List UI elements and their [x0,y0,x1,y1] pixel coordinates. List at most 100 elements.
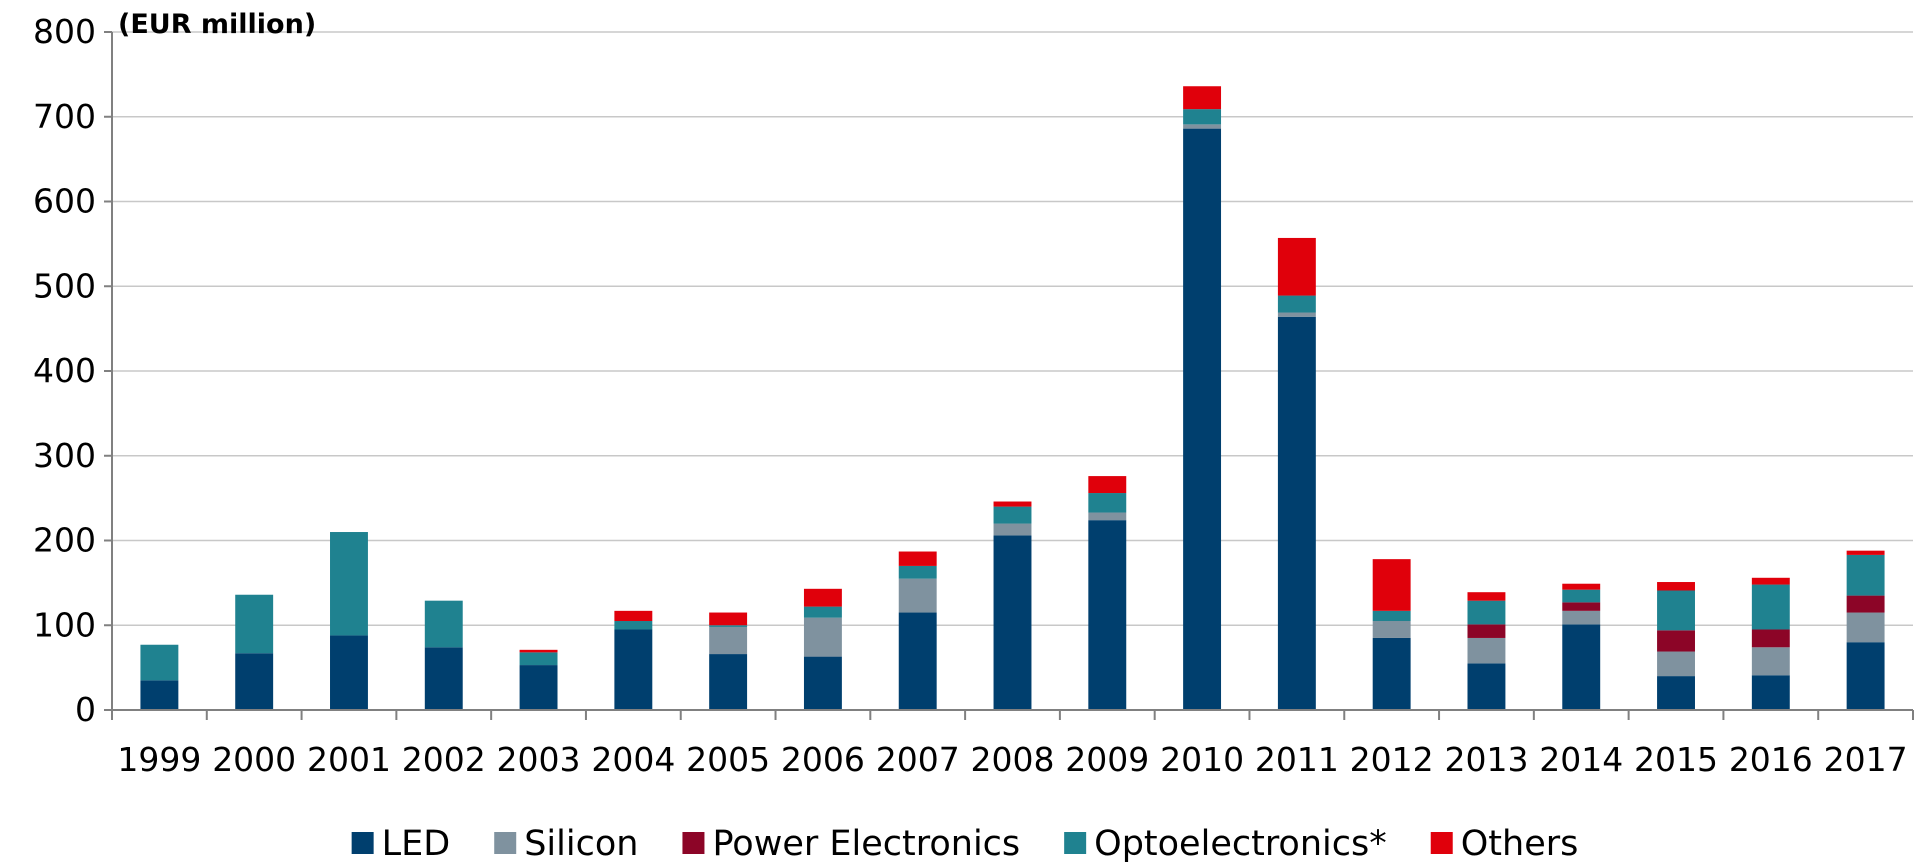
bar-optoelectronics-2006 [803,606,842,618]
bar-silicon-2009 [1088,512,1127,521]
bar-silicon-2015 [1657,651,1695,677]
bar-others-2010 [1183,86,1222,110]
bar-optoelectronics-2002 [424,600,463,648]
bar-others-2006 [803,588,842,607]
x-tick-label: 2007 [876,740,960,779]
x-tick-label: 2003 [497,740,581,779]
bar-optoelectronics-2010 [1183,109,1222,125]
bar-power-electronics-2013 [1467,624,1506,638]
bar-optoelectronics-2013 [1467,600,1506,625]
x-tick-label: 2008 [971,740,1055,779]
legend-label: Optoelectronics* [1094,824,1387,864]
y-tick-label: 400 [33,351,96,390]
bar-led-2008 [993,535,1032,710]
bar-optoelectronics-2003 [519,652,558,666]
bar-led-2012 [1372,637,1411,710]
y-tick-label: 600 [33,182,96,221]
bar-optoelectronics-2016 [1751,584,1790,630]
x-tick-label: 2016 [1729,740,1813,779]
bar-power-electronics-2014 [1562,602,1601,611]
bar-optoelectronics-1999 [140,644,179,681]
bar-optoelectronics-2009 [1088,493,1127,513]
legend: LED Silicon Power Electronics Optoelectroni… [351,824,1579,864]
bar-silicon-2011 [1277,312,1316,317]
y-tick-label: 500 [33,266,96,305]
x-tick-label: 2011 [1255,740,1339,779]
bar-led-2001 [330,635,368,710]
bar-optoelectronics-2001 [330,532,368,636]
legend-label: LED [382,824,451,864]
bar-silicon-2010 [1183,124,1222,129]
x-tick-label: 2017 [1824,740,1908,779]
x-tick-label: 2004 [591,740,675,779]
bar-led-2004 [614,629,653,710]
bar-optoelectronics-2004 [614,621,653,630]
x-tick-label: 2014 [1539,740,1623,779]
x-tick-label: 2001 [307,740,391,779]
x-tick-label: 2015 [1634,740,1718,779]
legend-label: Power Electronics [712,824,1020,864]
y-tick-label: 100 [33,605,96,644]
bar-power-electronics-2016 [1751,629,1790,648]
bar-led-2000 [235,653,274,710]
x-tick-label: 2006 [781,740,865,779]
bar-optoelectronics-2007 [898,565,937,579]
bar-others-2014 [1562,583,1601,590]
bar-optoelectronics-2017 [1846,554,1885,596]
bar-optoelectronics-2012 [1372,610,1411,622]
bar-optoelectronics-2011 [1277,295,1316,313]
bar-power-electronics-2017 [1846,595,1885,613]
bar-led-2006 [803,656,842,710]
bar-others-2017 [1846,550,1885,555]
y-tick-label: 800 [33,12,96,51]
y-tick-label: 200 [33,521,96,560]
bar-led-2010 [1183,128,1222,711]
x-tick-label: 2013 [1444,740,1528,779]
legend-swatch [682,832,705,854]
y-tick-label: 0 [75,690,96,729]
bar-led-2016 [1751,675,1790,710]
x-tick-label: 2005 [686,740,770,779]
bar-silicon-2005 [709,626,748,655]
bar-silicon-2006 [803,617,842,657]
legend-label: Others [1461,824,1579,864]
legend-swatch [1430,832,1453,854]
bar-optoelectronics-2005 [709,625,748,627]
bar-silicon-2007 [898,578,937,613]
bar-led-2002 [424,647,463,710]
bar-led-2009 [1088,520,1127,710]
y-tick-labels: 0 100 200 300 400 500 600 700 800 [33,12,96,729]
x-tick-label: 1999 [117,740,201,779]
bar-others-2007 [898,551,937,566]
y-tick-label: 700 [33,97,96,136]
bar-others-2004 [614,610,653,622]
bar-others-2008 [993,501,1032,507]
unit-label: (EUR million) [118,9,316,40]
bar-others-2013 [1467,592,1506,601]
x-tick-label: 2009 [1065,740,1149,779]
x-tick-label: 2000 [212,740,296,779]
legend-swatch [1064,832,1087,854]
legend-swatch [494,832,517,854]
bar-silicon-2008 [993,523,1032,536]
bar-others-2005 [709,612,748,626]
bar-others-2015 [1657,582,1695,591]
bar-optoelectronics-2014 [1562,589,1601,603]
legend-label: Silicon [524,824,638,864]
bar-others-2003 [519,649,558,653]
bar-silicon-2017 [1846,612,1885,643]
bar-silicon-2012 [1372,621,1411,638]
bar-optoelectronics-2000 [235,594,274,654]
bar-led-2003 [519,665,558,710]
bar-silicon-2013 [1467,637,1506,664]
bar-others-2016 [1751,577,1790,585]
bar-led-2013 [1467,663,1506,710]
x-tick-label: 2010 [1160,740,1244,779]
bar-stacks [140,86,1885,711]
legend-swatch [351,832,374,854]
axes [104,31,1914,720]
bar-others-2012 [1372,559,1411,611]
bar-others-2009 [1088,476,1127,494]
bar-led-2005 [709,654,748,710]
